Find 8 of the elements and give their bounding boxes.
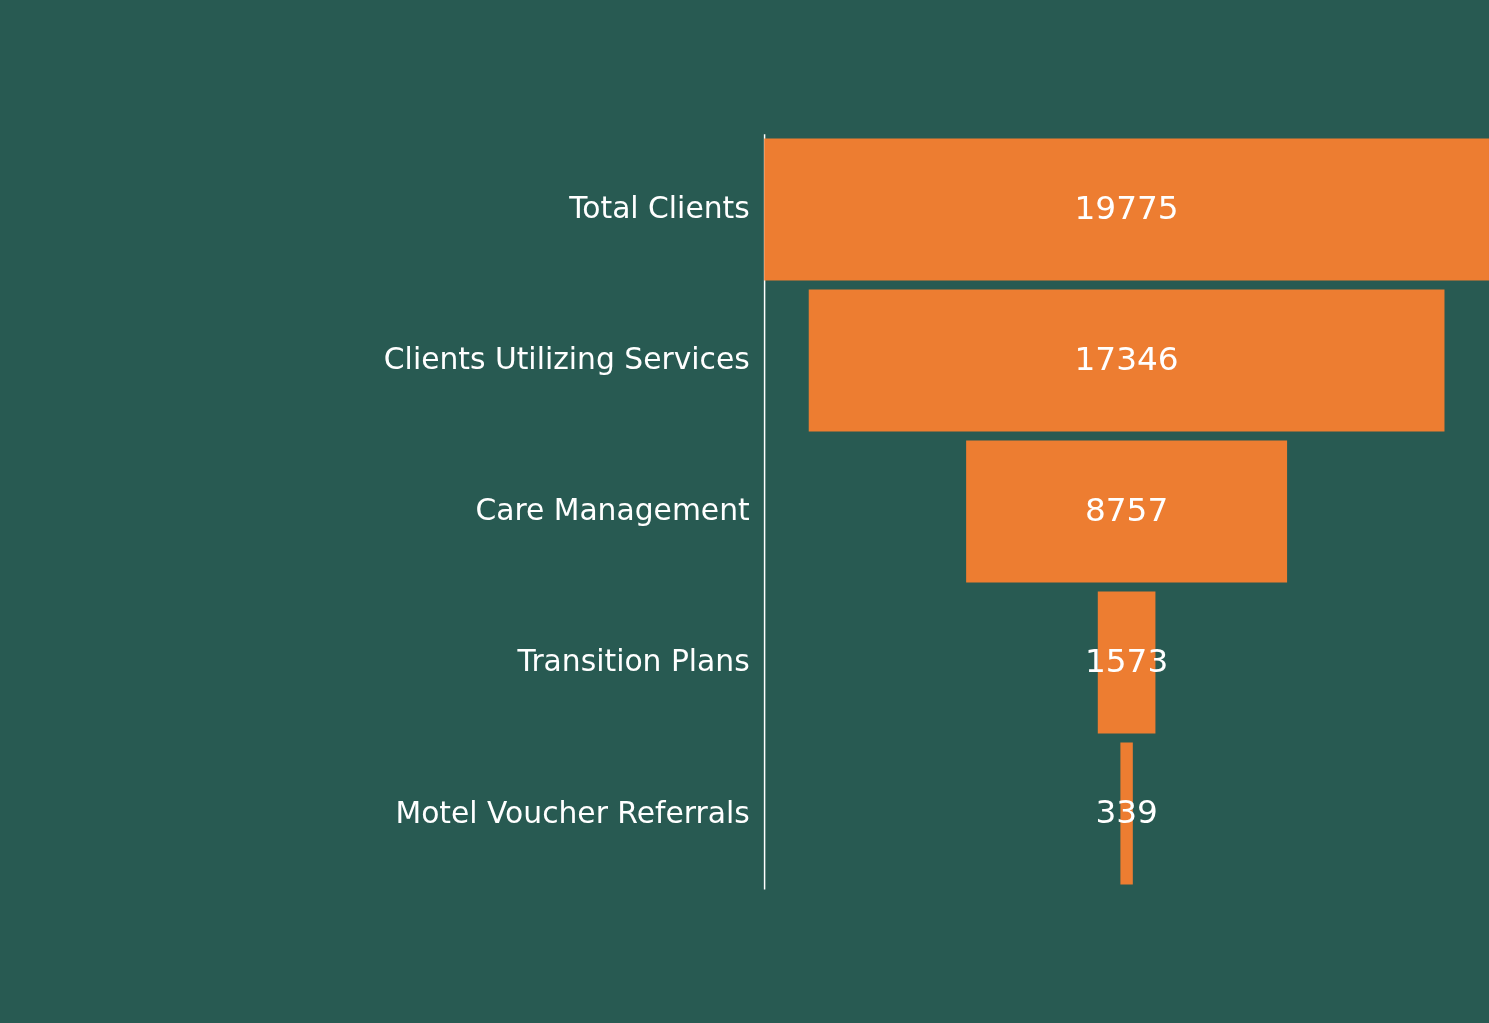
category-label: Clients Utilizing Services xyxy=(383,341,750,377)
category-label: Care Management xyxy=(475,492,750,528)
data-label: 17346 xyxy=(1074,340,1179,379)
data-label: 8757 xyxy=(1084,491,1169,530)
data-label: 19775 xyxy=(1074,189,1179,228)
category-label: Total Clients xyxy=(568,190,750,226)
category-label: Motel Voucher Referrals xyxy=(395,794,750,830)
category-label: Transition Plans xyxy=(516,643,750,679)
